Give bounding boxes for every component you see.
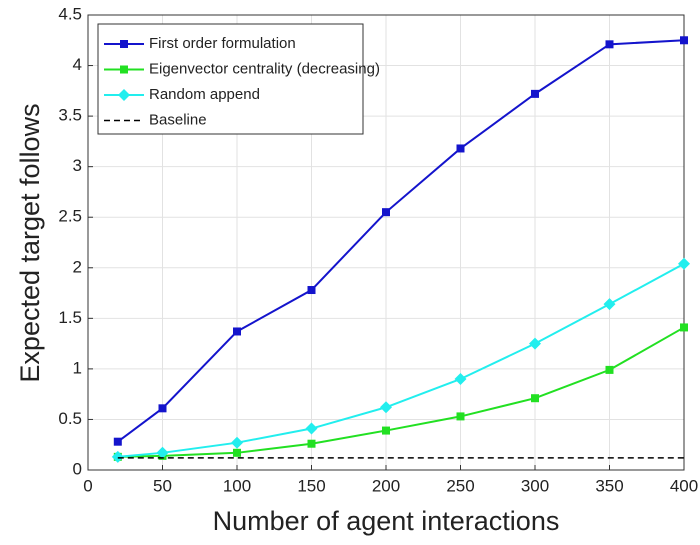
- y-tick-label: 3: [73, 156, 82, 175]
- legend-label: First order formulation: [149, 35, 296, 52]
- x-tick-label: 200: [372, 476, 400, 495]
- y-tick-label: 0: [73, 459, 82, 478]
- marker: [113, 437, 122, 446]
- y-tick-label: 0.5: [58, 409, 82, 428]
- marker: [456, 144, 465, 153]
- marker: [307, 286, 316, 295]
- x-tick-label: 400: [670, 476, 698, 495]
- marker: [382, 426, 390, 435]
- marker: [456, 412, 465, 421]
- marker: [233, 327, 241, 336]
- y-tick-label: 2.5: [58, 207, 82, 226]
- y-axis-label: Expected target follows: [15, 103, 45, 382]
- marker: [382, 208, 390, 217]
- x-axis-label: Number of agent interactions: [213, 506, 560, 536]
- legend-marker: [120, 65, 128, 74]
- y-tick-label: 4: [73, 55, 82, 74]
- marker: [158, 404, 167, 413]
- x-tick-label: 350: [595, 476, 623, 495]
- plot-frame: [87, 14, 685, 471]
- y-tick-label: 4.5: [58, 4, 82, 23]
- marker: [605, 40, 614, 49]
- marker: [305, 422, 318, 435]
- x-tick-label: 50: [153, 476, 172, 495]
- x-tick-label: 300: [521, 476, 549, 495]
- legend-label: Baseline: [149, 111, 207, 128]
- x-tick-label: 0: [83, 476, 92, 495]
- marker: [454, 373, 467, 385]
- legend-label: Random append: [149, 86, 260, 103]
- y-tick-label: 1.5: [58, 308, 82, 327]
- y-tick-label: 1: [73, 358, 82, 377]
- marker: [603, 298, 616, 311]
- marker: [529, 337, 541, 350]
- marker: [531, 89, 539, 98]
- marker: [307, 439, 316, 448]
- x-tick-label: 250: [446, 476, 474, 495]
- marker: [680, 323, 688, 332]
- marker: [678, 257, 690, 270]
- x-tick-label: 150: [297, 476, 325, 495]
- marker: [380, 401, 392, 414]
- series-line: [117, 326, 685, 458]
- x-tick-label: 100: [223, 476, 251, 495]
- y-tick-label: 2: [73, 257, 82, 276]
- marker: [233, 448, 241, 457]
- legend-marker: [120, 40, 128, 48]
- legend-marker: [118, 89, 130, 101]
- marker: [231, 436, 243, 449]
- y-tick-label: 3.5: [58, 106, 82, 125]
- legend-label: Eigenvector centrality (decreasing): [149, 60, 380, 77]
- marker: [605, 365, 614, 374]
- marker: [680, 36, 688, 45]
- marker: [111, 450, 124, 463]
- marker: [156, 446, 169, 459]
- marker: [531, 394, 539, 403]
- legend-box: [97, 23, 364, 135]
